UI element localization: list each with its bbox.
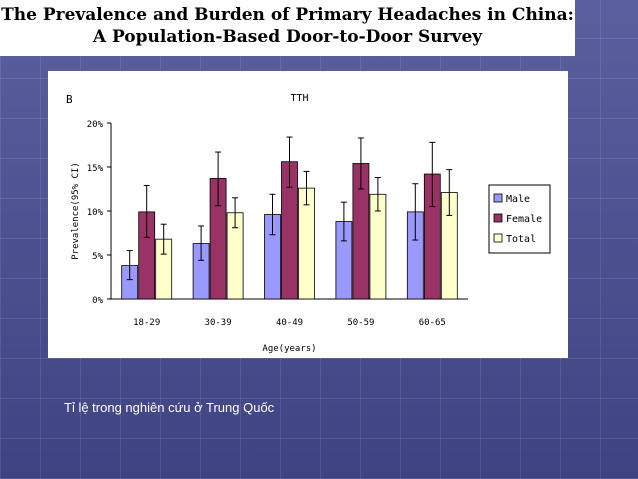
y-tick-label: 15%	[87, 164, 104, 174]
y-tick-label: 10%	[87, 208, 104, 218]
y-axis-label: Prevalence(95% CI)	[71, 162, 81, 260]
legend-swatch-female	[493, 213, 503, 223]
slide-title-box: The Prevalence and Burden of Primary Hea…	[0, 0, 575, 56]
legend-swatch-total	[493, 233, 503, 243]
x-tick-label: 40-49	[276, 318, 303, 328]
slide-caption: Tỉ lệ trong nghiên cứu ở Trung Quốc	[64, 400, 275, 415]
x-axis-label: Age(years)	[262, 344, 316, 354]
chart-title: TTH	[290, 93, 308, 104]
legend-label-female: Female	[506, 214, 542, 225]
slide-title-line-1: The Prevalence and Burden of Primary Hea…	[1, 5, 574, 25]
bar-chart: B TTH 0% 5% 10% 15% 20% Prevalence(95% CI) 18-29…	[66, 93, 551, 354]
chart-panel: B TTH 0% 5% 10% 15% 20% Prevalence(95% CI) 18-29…	[48, 71, 568, 358]
x-tick-label: 30-39	[205, 318, 232, 328]
legend-label-male: Male	[506, 194, 530, 205]
y-tick-label: 20%	[87, 120, 104, 130]
slide-title-line-2: A Population-Based Door-to-Door Survey	[92, 27, 483, 47]
x-tick-label: 18-29	[133, 318, 160, 328]
y-tick-label: 5%	[92, 252, 103, 262]
x-tick-label: 50-59	[347, 318, 374, 328]
legend-swatch-male	[493, 193, 503, 203]
y-tick-label: 0%	[92, 296, 103, 306]
legend-label-total: Total	[506, 234, 536, 245]
panel-label: B	[66, 93, 73, 106]
x-tick-label: 60-65	[419, 318, 446, 328]
